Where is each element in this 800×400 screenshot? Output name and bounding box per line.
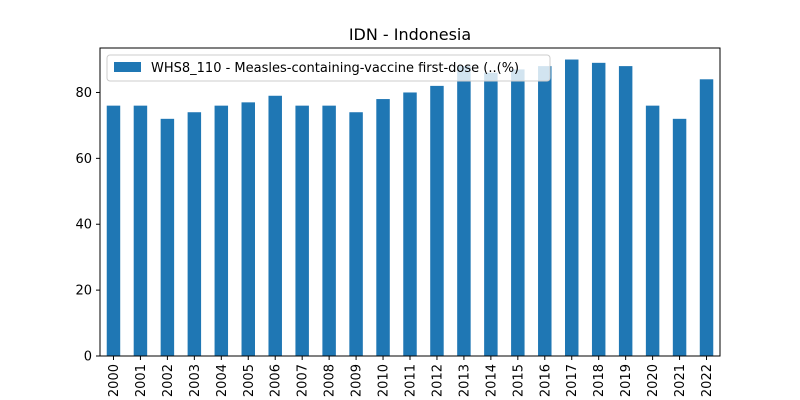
bar-2007 xyxy=(295,105,309,356)
x-tick-label: 2020 xyxy=(646,364,661,397)
x-tick-label: 2006 xyxy=(269,364,284,397)
bar-2016 xyxy=(538,66,552,356)
bar-2006 xyxy=(268,95,282,356)
bar-2010 xyxy=(376,99,390,356)
x-tick-label: 2010 xyxy=(377,364,392,397)
bar-2022 xyxy=(699,79,714,356)
bar-2003 xyxy=(187,112,202,356)
x-tick-label: 2002 xyxy=(161,364,176,397)
y-tick-label: 80 xyxy=(75,86,92,101)
bar-2005 xyxy=(241,102,255,357)
bar-2021 xyxy=(672,118,687,356)
bar-2013 xyxy=(457,66,471,356)
x-tick-label: 2012 xyxy=(430,364,445,397)
legend-swatch xyxy=(114,62,141,72)
x-tick-label: 2015 xyxy=(511,364,526,397)
x-tick-label: 2000 xyxy=(107,364,122,397)
x-axis: 2000 2001 2002 2003 2004 2005 2006 2007 2008 2009… xyxy=(107,356,715,397)
bar-2002 xyxy=(160,118,175,356)
bar-2009 xyxy=(349,112,363,356)
bar-2001 xyxy=(133,105,148,356)
bar-2004 xyxy=(214,105,229,356)
bar-2020 xyxy=(645,105,660,356)
x-tick-label: 2011 xyxy=(404,364,419,397)
bar-2019 xyxy=(618,66,633,356)
y-tick-label: 60 xyxy=(75,152,92,167)
x-tick-label: 2001 xyxy=(134,364,149,397)
x-tick-label: 2005 xyxy=(242,364,257,397)
chart-title: IDN - Indonesia xyxy=(349,25,471,44)
x-tick-label: 2016 xyxy=(538,364,553,397)
bar-2011 xyxy=(403,92,417,357)
y-tick-label: 40 xyxy=(75,218,92,233)
x-tick-label: 2013 xyxy=(457,364,472,397)
x-tick-label: 2003 xyxy=(188,364,203,397)
y-tick-label: 0 xyxy=(84,350,92,365)
legend-label: WHS8_110 - Measles-containing-vaccine fi… xyxy=(151,61,519,76)
x-tick-label: 2008 xyxy=(323,364,338,397)
x-tick-label: 2009 xyxy=(350,364,365,397)
x-tick-label: 2014 xyxy=(484,364,499,397)
bar-2014 xyxy=(484,72,498,357)
bar-2018 xyxy=(591,62,606,357)
x-tick-label: 2022 xyxy=(700,364,715,397)
bars-group xyxy=(106,59,714,357)
legend: WHS8_110 - Measles-containing-vaccine fi… xyxy=(106,54,551,82)
y-tick-label: 20 xyxy=(75,284,92,299)
x-tick-label: 2019 xyxy=(619,364,634,397)
bar-2008 xyxy=(322,105,336,356)
x-tick-label: 2021 xyxy=(673,364,688,397)
x-tick-label: 2004 xyxy=(215,364,230,397)
bar-2000 xyxy=(106,105,121,356)
x-tick-label: 2017 xyxy=(565,364,580,397)
bar-2017 xyxy=(565,59,579,356)
legend-box xyxy=(106,54,551,82)
x-tick-label: 2007 xyxy=(296,364,311,397)
bar-2015 xyxy=(511,69,525,356)
x-tick-label: 2018 xyxy=(592,364,607,397)
y-axis: 0 20 40 60 80 xyxy=(75,86,100,365)
bar-2012 xyxy=(430,85,444,356)
